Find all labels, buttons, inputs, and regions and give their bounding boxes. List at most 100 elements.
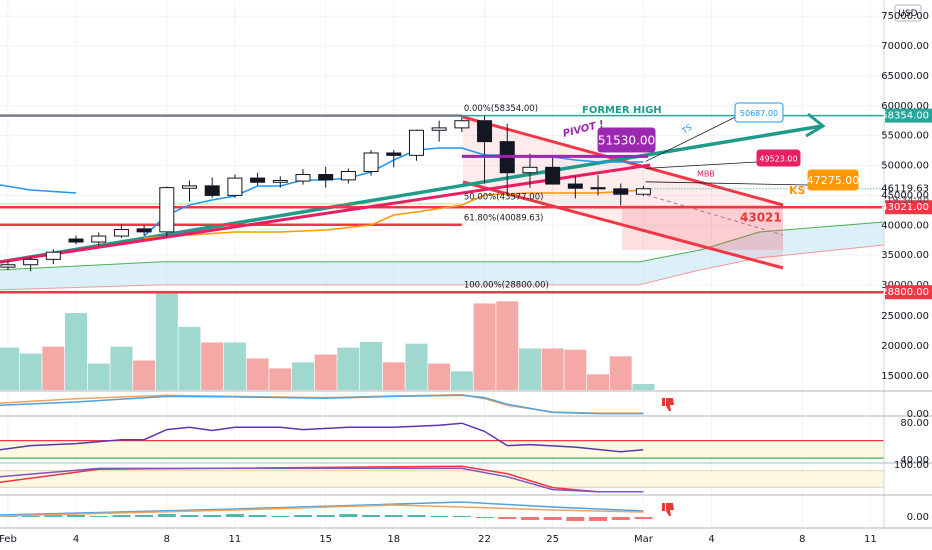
x-tick-label: 4 bbox=[73, 534, 79, 545]
histogram-bar bbox=[384, 515, 403, 517]
candle-body bbox=[136, 228, 152, 233]
callout-box bbox=[756, 149, 801, 167]
histogram-bar bbox=[566, 517, 585, 521]
histogram-bar bbox=[611, 517, 630, 520]
volume-bar bbox=[269, 368, 292, 390]
candle-body bbox=[23, 258, 39, 266]
trend-arrow bbox=[805, 112, 826, 138]
candle-body bbox=[522, 166, 538, 174]
candle-body bbox=[408, 129, 424, 156]
callout-box bbox=[734, 102, 784, 123]
histogram-bar bbox=[589, 517, 608, 521]
volume-bar bbox=[473, 303, 496, 390]
thumbs-down-icon bbox=[662, 503, 674, 516]
histogram-bar bbox=[248, 515, 267, 517]
histogram-bar bbox=[520, 517, 539, 520]
y-tick-label: 15000.00 bbox=[881, 371, 929, 382]
indicator-line bbox=[144, 189, 644, 239]
volume-bar bbox=[609, 356, 632, 390]
candle-body bbox=[272, 179, 288, 183]
y-tick-label: 55000.00 bbox=[881, 131, 929, 142]
y-tick-label: 0.00 bbox=[907, 512, 929, 523]
level-band bbox=[0, 440, 884, 459]
level-band bbox=[0, 470, 884, 488]
volume-bar bbox=[564, 349, 587, 390]
volume-bar bbox=[291, 362, 314, 390]
candle-body bbox=[204, 185, 220, 196]
x-tick-label: 25 bbox=[546, 534, 559, 545]
candle-body bbox=[545, 166, 561, 185]
volume-bar bbox=[632, 383, 655, 390]
x-tick-label: 18 bbox=[387, 534, 400, 545]
histogram-bar bbox=[180, 515, 199, 517]
histogram-bar bbox=[271, 516, 290, 517]
volume-bar bbox=[496, 301, 519, 390]
callout-label: 50687.00 bbox=[740, 109, 778, 118]
front-layer bbox=[0, 114, 884, 521]
histogram-bar bbox=[67, 515, 86, 517]
series-name: KS bbox=[789, 184, 806, 197]
histogram-bar bbox=[157, 514, 176, 517]
countdown: 19:34:40 bbox=[886, 195, 929, 206]
cloud bbox=[0, 222, 884, 290]
candle-body bbox=[227, 177, 243, 196]
indicator-line bbox=[0, 163, 651, 264]
histogram-bar bbox=[543, 517, 562, 520]
candle-body bbox=[454, 120, 470, 129]
volume-bar bbox=[0, 347, 19, 390]
price-level-tag bbox=[885, 200, 932, 215]
time-axis-bg bbox=[0, 528, 932, 550]
thumbs-down-icon bbox=[662, 398, 674, 411]
icon-part bbox=[666, 398, 674, 411]
histogram-bar bbox=[407, 515, 426, 517]
y-tick-label: 100.00 bbox=[894, 460, 929, 471]
x-tick-label: Mar bbox=[634, 534, 654, 545]
volume-bar bbox=[65, 313, 88, 390]
candle-body bbox=[182, 185, 198, 189]
volume-bar bbox=[246, 358, 269, 390]
annotation: FORMER HIGH bbox=[582, 105, 662, 116]
candle-body bbox=[477, 120, 493, 143]
callout-leader bbox=[645, 181, 809, 186]
histogram-bar bbox=[135, 515, 154, 517]
callout-leader bbox=[645, 161, 758, 169]
channel-bottom bbox=[462, 180, 784, 270]
x-tick-label: 8 bbox=[164, 534, 170, 545]
last-price-label: 46119.63 bbox=[881, 184, 929, 195]
candle-body bbox=[45, 251, 61, 260]
indicator-line bbox=[0, 467, 644, 493]
callout-box bbox=[807, 169, 859, 191]
volume-bar bbox=[382, 362, 405, 390]
callout-leader bbox=[645, 116, 736, 162]
price-level-label: 28800.00 bbox=[881, 287, 929, 298]
volume-bar bbox=[314, 354, 337, 390]
x-tick-label: 22 bbox=[478, 534, 491, 545]
volume-bar bbox=[133, 360, 156, 390]
y-tick-label: 50000.00 bbox=[881, 161, 929, 172]
candle-body bbox=[340, 171, 356, 181]
y-tick-label: 35000.00 bbox=[881, 250, 929, 261]
volume-bar bbox=[178, 326, 201, 390]
price-level-tag bbox=[885, 285, 932, 300]
fib-label: 50.00%(43577.00) bbox=[464, 192, 544, 202]
volume-bar bbox=[201, 342, 224, 390]
price-level-label: 58354.00 bbox=[881, 111, 929, 122]
y-tick-label: 45000.00 bbox=[881, 190, 929, 201]
candle-body bbox=[318, 173, 334, 181]
x-tick-label: 8 bbox=[799, 534, 805, 545]
histogram-bar bbox=[203, 515, 222, 517]
volume-bar bbox=[110, 346, 133, 390]
histogram-bar bbox=[634, 517, 653, 519]
volume-bar bbox=[87, 363, 110, 390]
icon-part bbox=[662, 398, 665, 406]
cloud-edge bbox=[0, 244, 885, 291]
histogram-bar bbox=[112, 515, 131, 517]
channel-top bbox=[462, 115, 784, 207]
y-tick-label: 60000.00 bbox=[881, 101, 929, 112]
volume-bar bbox=[155, 293, 178, 390]
volume-bar bbox=[541, 348, 564, 390]
volume-bar bbox=[337, 347, 360, 390]
y-tick-label: 80.00 bbox=[900, 418, 929, 429]
candle-body bbox=[567, 183, 583, 189]
